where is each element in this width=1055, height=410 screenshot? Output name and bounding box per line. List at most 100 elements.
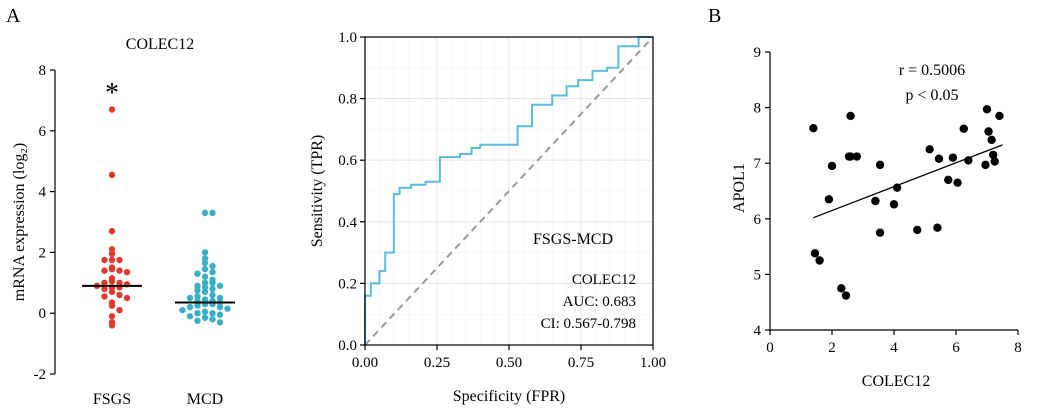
corr-point xyxy=(925,145,934,154)
dot-plot-point-fsgs xyxy=(116,256,123,264)
roc-x-label: Specificity (FPR) xyxy=(453,388,565,405)
roc-curve-line xyxy=(364,36,653,345)
corr-point xyxy=(809,123,818,133)
corr-point xyxy=(981,160,990,170)
dot-plot-point-mcd xyxy=(194,287,201,294)
dot-plot-y-tick-label: 0 xyxy=(39,306,47,322)
dot-plot-y-tick-label: -2 xyxy=(34,367,47,383)
dot-plot-point-fsgs xyxy=(101,267,108,274)
dot-plot-point-fsgs xyxy=(108,265,116,273)
corr-point xyxy=(846,152,855,161)
corr-x-tick-label: 6 xyxy=(952,340,960,356)
dot-plot-y-tick-label: 8 xyxy=(39,63,47,79)
dot-plot-point-mcd xyxy=(194,282,201,290)
dot-plot-point-mcd xyxy=(194,270,201,277)
dot-plot-point-mcd xyxy=(194,317,201,324)
dot-plot-point-fsgs xyxy=(101,293,108,300)
roc-y-tick-label: 0.8 xyxy=(338,92,357,108)
corr-point xyxy=(889,200,899,209)
dot-plot-point-mcd xyxy=(201,279,209,286)
correlation-chart: 0 2 4 6 8 4 5 6 7 8 9 COLEC12 APOL1 r = 0.5006 p < 0.0… xyxy=(731,45,1022,390)
roc-chart: 0.00 0.25 0.50 0.75 1.00 0.0 0.2 0.4 0.6 0.8 1.0 Sp… xyxy=(309,30,666,405)
corr-point xyxy=(948,153,958,162)
dot-plot-point-mcd xyxy=(216,303,224,311)
corr-point xyxy=(892,183,902,192)
dot-plot-category-label: FSGS xyxy=(93,391,131,408)
dot-plot-point-mcd xyxy=(209,268,216,276)
corr-point xyxy=(871,196,880,206)
dot-plot-point-mcd xyxy=(209,316,216,323)
corr-point xyxy=(934,154,944,163)
dot-plot-point-mcd xyxy=(209,209,216,217)
dot-plot-point-mcd xyxy=(201,265,209,273)
corr-point xyxy=(987,135,996,145)
corr-regression-line xyxy=(813,144,1003,219)
roc-stats-line: AUC: 0.683 xyxy=(563,294,636,310)
corr-point xyxy=(824,195,834,204)
dot-plot-point-fsgs xyxy=(108,313,116,320)
roc-x-tick-label: 0.50 xyxy=(496,355,522,371)
roc-y-tick-label: 0.0 xyxy=(338,338,357,354)
corr-point xyxy=(815,256,824,265)
roc-x-tick-label: 0.75 xyxy=(568,355,594,371)
corr-y-tick-label: 6 xyxy=(754,212,762,228)
dot-plot-point-fsgs xyxy=(116,279,123,286)
dot-plot-y-tick-label: 2 xyxy=(39,245,47,261)
dot-plot-point-mcd xyxy=(201,249,209,256)
corr-point xyxy=(875,228,885,237)
roc-y-tick-label: 0.2 xyxy=(338,276,357,292)
dot-plot-point-mcd xyxy=(209,285,216,293)
corr-point xyxy=(953,178,962,187)
dot-plot-point-fsgs xyxy=(108,322,116,329)
dot-plot-point-mcd xyxy=(209,279,216,286)
dot-plot-point-mcd xyxy=(186,303,194,311)
dot-plot-point-fsgs xyxy=(108,288,116,296)
corr-point xyxy=(959,124,968,133)
dot-plot-point-mcd xyxy=(201,308,209,315)
dot-plot-point-mcd xyxy=(201,288,209,296)
corr-point xyxy=(990,157,999,166)
dot-plot-point-fsgs xyxy=(108,278,116,285)
corr-point xyxy=(982,105,992,114)
panel-label-a: A xyxy=(6,5,21,27)
dot-plot-point-mcd xyxy=(186,294,194,302)
dot-plot-point-mcd xyxy=(186,313,194,320)
significance-asterisk: * xyxy=(105,78,119,109)
corr-y-tick-label: 8 xyxy=(754,101,762,117)
corr-point xyxy=(944,175,953,185)
dot-plot-point-fsgs xyxy=(108,171,116,179)
dot-plot-point-fsgs xyxy=(101,285,108,293)
dot-plot-point-fsgs xyxy=(116,306,123,314)
dot-plot-point-fsgs xyxy=(123,294,131,302)
panel-label-b: B xyxy=(708,5,721,27)
corr-point xyxy=(837,284,846,293)
corr-point xyxy=(846,111,855,121)
corr-y-tick-label: 7 xyxy=(754,156,762,172)
dot-plot-chart: COLEC12 -2 0 2 4 6 8 mRNA expression (log₂) FSGS… xyxy=(11,36,235,408)
dot-plot-point-fsgs xyxy=(108,106,116,113)
roc-y-tick-label: 1.0 xyxy=(338,30,357,46)
dot-plot-title: COLEC12 xyxy=(126,36,194,53)
dot-plot-y-label: mRNA expression (log₂) xyxy=(11,143,28,301)
dot-plot-point-mcd xyxy=(201,284,209,291)
corr-stats-line: p < 0.05 xyxy=(905,87,958,104)
dot-plot-point-mcd xyxy=(201,255,209,262)
dot-plot-point-mcd xyxy=(201,259,209,267)
dot-plot-point-fsgs xyxy=(116,267,123,274)
corr-x-tick-label: 8 xyxy=(1014,340,1022,356)
roc-x-tick-label: 0.25 xyxy=(424,355,450,371)
roc-x-tick-label: 1.00 xyxy=(640,355,666,371)
corr-point xyxy=(810,249,820,258)
dot-plot-point-fsgs xyxy=(101,256,108,264)
corr-x-tick-label: 4 xyxy=(890,340,898,356)
dot-plot-point-fsgs xyxy=(108,246,116,253)
corr-point xyxy=(995,111,1004,121)
dot-plot-point-mcd xyxy=(201,209,209,217)
roc-comparison-label: FSGS-MCD xyxy=(533,231,613,248)
corr-y-tick-label: 9 xyxy=(754,45,762,61)
corr-x-tick-label: 2 xyxy=(828,340,836,356)
corr-point xyxy=(875,160,885,170)
dot-plot-point-mcd xyxy=(216,319,224,326)
dot-plot-point-fsgs xyxy=(116,291,123,299)
